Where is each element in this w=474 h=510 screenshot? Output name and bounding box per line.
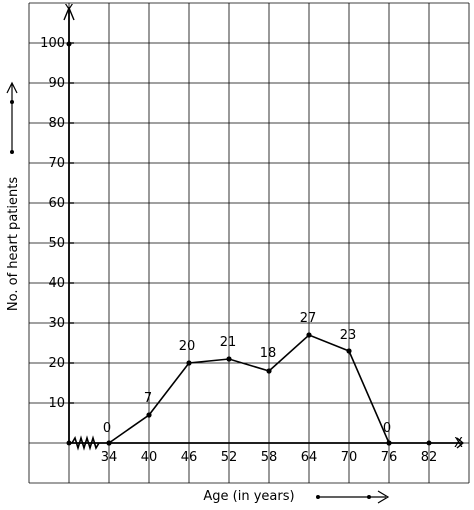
x-tick-label: 82 xyxy=(421,450,438,465)
x-axis-arrow xyxy=(456,437,465,449)
axis-break-zigzag xyxy=(71,435,100,451)
y-tick-label: 90 xyxy=(48,76,65,91)
data-point xyxy=(106,440,112,446)
x-axis-letter: X xyxy=(454,436,463,451)
y-axis-letter: Y xyxy=(64,3,73,18)
origin-dot xyxy=(66,440,72,446)
data-point xyxy=(226,356,232,362)
axes xyxy=(63,6,465,451)
x-tick-label: 64 xyxy=(301,450,318,465)
y-axis-title: No. of heart patients xyxy=(6,177,21,311)
x-tick-label: 46 xyxy=(181,450,198,465)
y-tick-label: 60 xyxy=(48,196,65,211)
y-axis-top-dot xyxy=(66,41,72,47)
data-point xyxy=(346,348,352,354)
y-tick-label: 50 xyxy=(48,236,65,251)
y-tick-label: 30 xyxy=(48,316,65,331)
data-label: 7 xyxy=(144,391,152,406)
y-tick-label: 40 xyxy=(48,276,65,291)
x-tick-label: 58 xyxy=(261,450,278,465)
y-title-arrow-dot xyxy=(10,150,14,154)
data-label: 23 xyxy=(340,328,357,343)
x-tick-label: 34 xyxy=(101,450,118,465)
grid xyxy=(28,2,470,484)
x-tick-label: 52 xyxy=(221,450,238,465)
x-title-arrow-dot xyxy=(367,495,371,499)
y-tick-label: 100 xyxy=(40,36,65,51)
x-title-arrow-dot xyxy=(316,495,320,499)
x-axis-end-dot xyxy=(426,440,432,446)
y-axis-arrow xyxy=(63,6,75,21)
x-tick-label: 70 xyxy=(341,450,358,465)
data-label: 27 xyxy=(300,311,317,326)
x-title-arrow-head xyxy=(377,490,390,504)
y-tick-label: 70 xyxy=(48,156,65,171)
data-point xyxy=(146,412,152,418)
y-tick-label: 20 xyxy=(48,356,65,371)
x-tick-label: 40 xyxy=(141,450,158,465)
data-point xyxy=(186,360,192,366)
axis-titles: Age (in years) No. of heart patients xyxy=(6,81,390,504)
frequency-polygon-line xyxy=(108,334,390,444)
y-tick-label: 80 xyxy=(48,116,65,131)
y-tick-label: 10 xyxy=(48,396,65,411)
x-axis-title: Age (in years) xyxy=(203,489,294,504)
data-label: 0 xyxy=(383,421,391,436)
data-label: 21 xyxy=(220,335,237,350)
data-labels: 0 7 20 21 18 27 23 0 xyxy=(103,311,391,436)
data-point xyxy=(306,332,312,338)
y-title-arrow-dot xyxy=(10,100,14,104)
y-title-arrow-head xyxy=(6,81,18,94)
x-tick-label: 76 xyxy=(381,450,398,465)
series-line xyxy=(106,332,392,446)
data-label: 0 xyxy=(103,421,111,436)
data-point xyxy=(266,368,272,374)
data-label: 20 xyxy=(179,339,196,354)
data-label: 18 xyxy=(260,346,277,361)
data-point xyxy=(386,440,392,446)
